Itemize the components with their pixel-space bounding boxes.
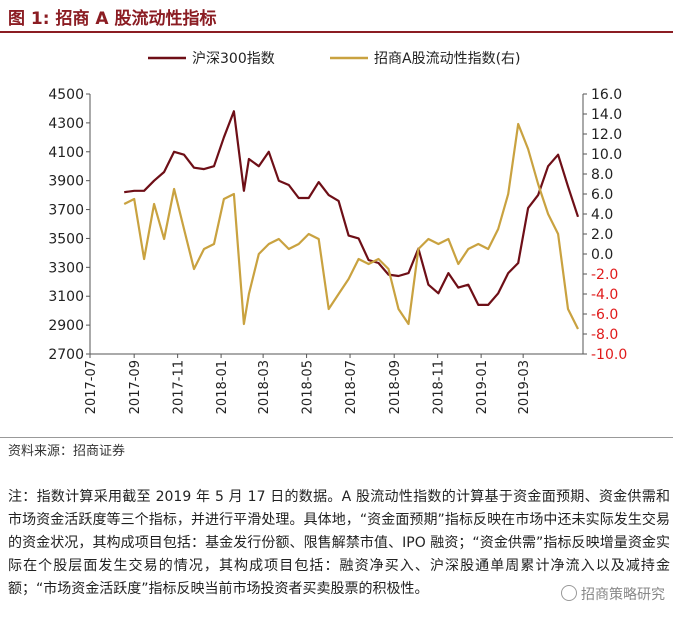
right-tick-label: -2.0 xyxy=(591,267,618,283)
source-divider xyxy=(0,437,673,438)
x-tick-label: 2018-09 xyxy=(388,360,403,414)
right-tick-label: -8.0 xyxy=(591,327,618,343)
figure-header: 图 1: 招商 A 股流动性指标 xyxy=(0,0,679,34)
series-line-liquidity xyxy=(123,122,579,330)
figure-title: 图 1: 招商 A 股流动性指标 xyxy=(8,9,217,29)
x-tick-label: 2018-01 xyxy=(215,360,230,414)
x-tick-label: 2019-01 xyxy=(475,360,490,414)
series-line-hs300 xyxy=(124,110,580,306)
chart-series xyxy=(123,110,580,330)
line-chart: 沪深300指数 招商A股流动性指数(右) 2700 2900 3100 3300 3500… xyxy=(48,51,627,414)
title-divider xyxy=(0,31,673,33)
chart-axes: 2700 2900 3100 3300 3500 3700 3900 4100 4300 4500… xyxy=(48,87,627,414)
legend-hs300-label: 沪深300指数 xyxy=(192,51,275,67)
left-tick-label: 3100 xyxy=(48,289,84,305)
left-tick-label: 4500 xyxy=(48,87,84,103)
right-tick-label: 16.0 xyxy=(591,87,622,103)
left-tick-label: 3300 xyxy=(48,260,84,276)
watermark-text: 招商策略研究 xyxy=(581,587,665,603)
left-tick-label: 3500 xyxy=(48,231,84,247)
x-tick-label: 2017-09 xyxy=(128,360,143,414)
chart-note: 注：指数计算采用截至 2019 年 5 月 17 日的数据。A 股流动性指数的计… xyxy=(8,489,670,597)
right-tick-label: -10.0 xyxy=(591,347,627,363)
x-tick-label: 2018-05 xyxy=(301,360,316,414)
x-tick-label: 2018-07 xyxy=(344,360,359,414)
wechat-icon xyxy=(561,585,577,601)
x-tick-label: 2017-07 xyxy=(84,360,99,414)
x-tick-label: 2019-03 xyxy=(517,360,532,414)
left-tick-label: 4300 xyxy=(48,116,84,132)
right-tick-label: 6.0 xyxy=(591,187,613,203)
right-tick-label: 8.0 xyxy=(591,167,613,183)
left-tick-label: 2900 xyxy=(48,318,84,334)
x-tick-label: 2018-11 xyxy=(432,360,447,414)
right-tick-label: 10.0 xyxy=(591,147,622,163)
right-tick-label: 14.0 xyxy=(591,107,622,123)
left-tick-label: 3700 xyxy=(48,203,84,219)
source-text: 资料来源：招商证券 xyxy=(8,444,126,459)
right-tick-label: -4.0 xyxy=(591,287,618,303)
right-tick-label: 0.0 xyxy=(591,247,613,263)
x-tick-label: 2017-11 xyxy=(172,360,187,414)
right-tick-label: 4.0 xyxy=(591,207,613,223)
left-tick-label: 4100 xyxy=(48,145,84,161)
watermark: 招商策略研究 xyxy=(561,584,665,604)
legend-liquidity-label: 招商A股流动性指数(右) xyxy=(374,51,521,67)
chart-legend: 沪深300指数 招商A股流动性指数(右) xyxy=(148,51,521,67)
x-tick-label: 2018-03 xyxy=(257,360,272,414)
right-tick-label: 2.0 xyxy=(591,227,613,243)
right-tick-label: 12.0 xyxy=(591,127,622,143)
left-tick-label: 2700 xyxy=(48,347,84,363)
right-tick-label: -6.0 xyxy=(591,307,618,323)
left-tick-label: 3900 xyxy=(48,174,84,190)
